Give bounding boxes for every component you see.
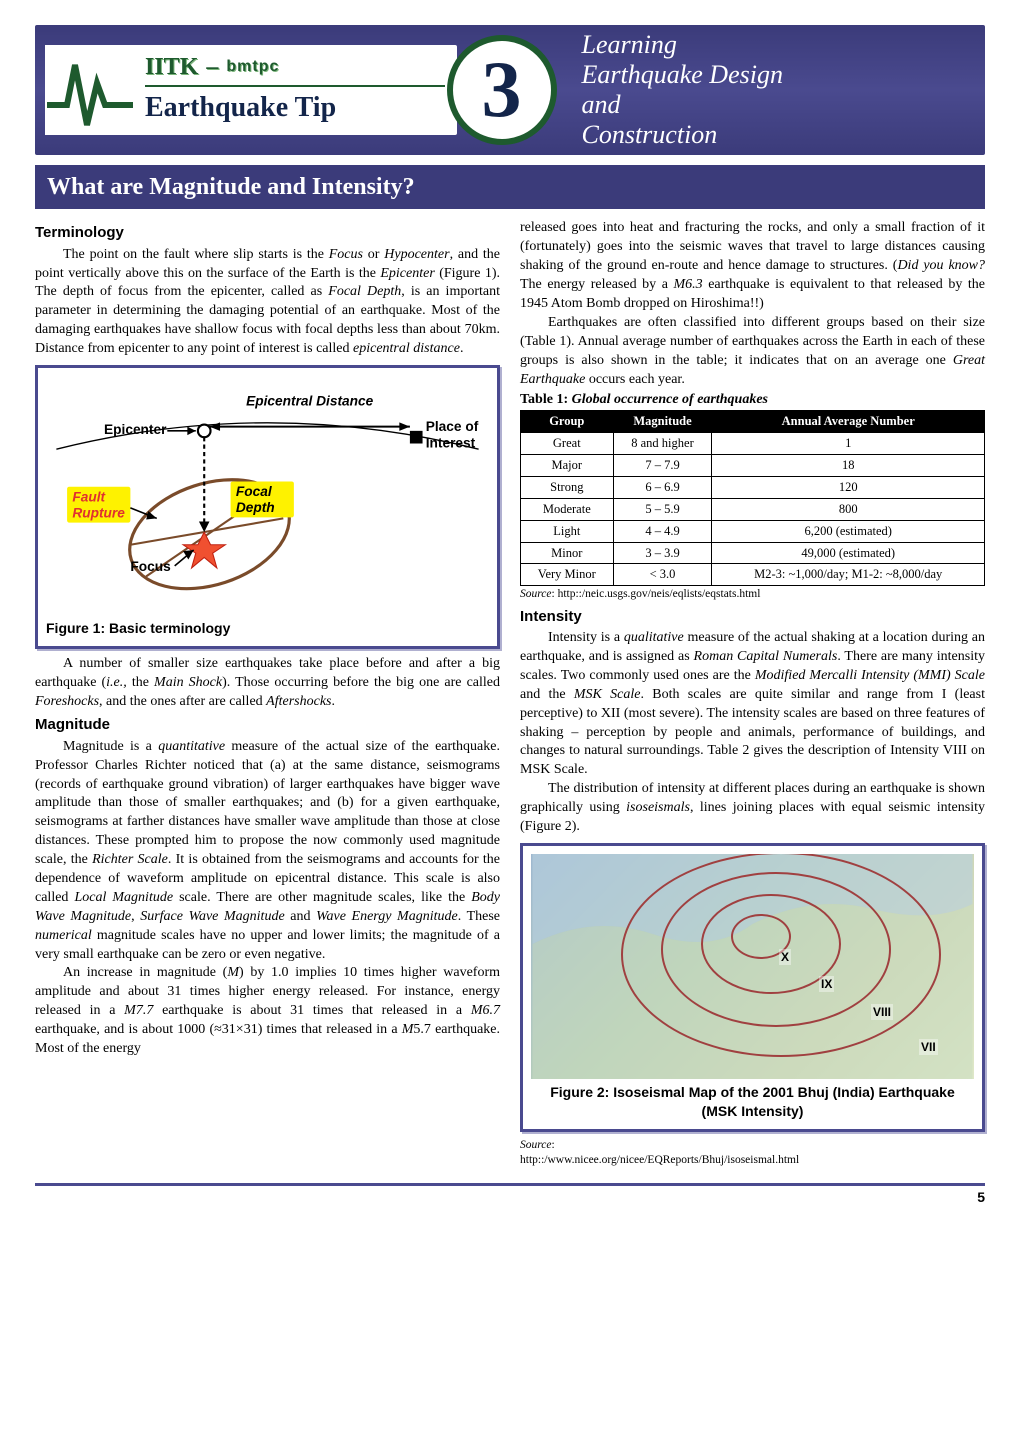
logo-title-block: IITK – bmtpc Earthquake Tip: [133, 45, 457, 135]
magnitude-p1: Magnitude is a quantitative measure of t…: [35, 738, 500, 965]
th-group: Group: [521, 411, 614, 433]
figure-1-caption: Figure 1: Basic terminology: [46, 619, 489, 638]
table-row: Major7 – 7.918: [521, 455, 985, 477]
table-cell: 8 and higher: [613, 433, 712, 455]
iso-label-x: X: [779, 949, 791, 965]
table-row: Moderate5 – 5.9800: [521, 498, 985, 520]
table-row: Minor3 – 3.949,000 (estimated): [521, 542, 985, 564]
table-cell: Light: [521, 520, 614, 542]
table-cell: M2-3: ~1,000/day; M1-2: ~8,000/day: [712, 564, 985, 586]
heading-terminology: Terminology: [35, 223, 500, 243]
header-line-2: Earthquake Design: [582, 60, 976, 90]
table-1-body: Great8 and higher1Major7 – 7.918Strong6 …: [521, 433, 985, 586]
left-column: Terminology The point on the fault where…: [35, 219, 500, 1168]
iso-label-vii: VII: [919, 1039, 938, 1055]
header-line-4: Construction: [582, 120, 976, 150]
label-focus: Focus: [130, 559, 171, 574]
label-interest: Interest: [426, 436, 476, 451]
table-cell: 5 – 5.9: [613, 498, 712, 520]
iitk-text: IITK: [145, 51, 198, 83]
table-1-source: Source: http::/neic.usgs.gov/neis/eqlist…: [520, 587, 985, 603]
header-banner: IITK – bmtpc Earthquake Tip 3 Learning E…: [35, 25, 985, 155]
header-right-title: Learning Earthquake Design and Construct…: [557, 30, 976, 150]
header-line-3: and: [582, 90, 976, 120]
seismic-wave-icon: [45, 45, 135, 135]
table-cell: 4 – 4.9: [613, 520, 712, 542]
table-cell: 1: [712, 433, 985, 455]
figure-2-source: Source: http::/www.nicee.org/nicee/EQRep…: [520, 1138, 985, 1169]
table-cell: 6,200 (estimated): [712, 520, 985, 542]
right-column: released goes into heat and fracturing t…: [520, 219, 985, 1168]
table-cell: Strong: [521, 476, 614, 498]
terminology-p2: A number of smaller size earthquakes tak…: [35, 655, 500, 712]
table-row: Great8 and higher1: [521, 433, 985, 455]
right-p1: released goes into heat and fracturing t…: [520, 219, 985, 313]
intensity-p2: The distribution of intensity at differe…: [520, 780, 985, 837]
iso-label-ix: IX: [819, 976, 834, 992]
table-cell: 7 – 7.9: [613, 455, 712, 477]
figure-2: X IX VIII VII Figure 2: Isoseismal Map o…: [520, 843, 985, 1132]
right-p2: Earthquakes are often classified into di…: [520, 314, 985, 390]
table-cell: Moderate: [521, 498, 614, 520]
tip-number-circle: 3: [447, 35, 557, 145]
header-line-1: Learning: [582, 30, 976, 60]
earthquake-tip-text: Earthquake Tip: [145, 89, 445, 127]
sep: –: [206, 51, 218, 83]
label-epicentral-distance: Epicentral Distance: [246, 394, 374, 409]
label-fault: Fault: [72, 490, 106, 505]
table-cell: 120: [712, 476, 985, 498]
table-1-source-url: http::/neic.usgs.gov/neis/eqlists/eqstat…: [558, 588, 761, 600]
figure-2-caption: Figure 2: Isoseismal Map of the 2001 Bhu…: [531, 1083, 974, 1121]
label-rupture: Rupture: [72, 505, 125, 520]
header-logo-area: IITK – bmtpc Earthquake Tip 3: [45, 35, 557, 145]
figure-2-source-label: Source: [520, 1139, 552, 1151]
table-cell: < 3.0: [613, 564, 712, 586]
table-1-header-row: Group Magnitude Annual Average Number: [521, 411, 985, 433]
iso-label-viii: VIII: [871, 1004, 893, 1020]
table-cell: Major: [521, 455, 614, 477]
table-row: Very Minor< 3.0M2-3: ~1,000/day; M1-2: ~…: [521, 564, 985, 586]
columns: Terminology The point on the fault where…: [35, 219, 985, 1168]
figure-2-source-url: http::/www.nicee.org/nicee/EQReports/Bhu…: [520, 1154, 799, 1166]
label-depth: Depth: [236, 500, 275, 515]
title-bar: What are Magnitude and Intensity?: [35, 165, 985, 209]
figure-2-map: X IX VIII VII: [531, 854, 974, 1079]
table-cell: 3 – 3.9: [613, 542, 712, 564]
label-focal: Focal: [236, 484, 273, 499]
th-annual: Annual Average Number: [712, 411, 985, 433]
footer: 5: [35, 1183, 985, 1207]
table-1-title-b: Global occurrence of earthquakes: [572, 392, 768, 407]
terminology-p1: The point on the fault where slip starts…: [35, 246, 500, 359]
label-epicenter: Epicenter: [104, 422, 167, 437]
bmtpc-text: bmtpc: [226, 56, 279, 78]
heading-magnitude: Magnitude: [35, 715, 500, 735]
table-1-source-label: Source: [520, 588, 552, 600]
iitk-line: IITK – bmtpc: [145, 51, 445, 87]
magnitude-p2: An increase in magnitude (M) by 1.0 impl…: [35, 964, 500, 1058]
table-1-title-a: Table 1:: [520, 392, 568, 407]
label-place-of: Place of: [426, 419, 479, 434]
page-number: 5: [977, 1188, 985, 1207]
table-1: Group Magnitude Annual Average Number Gr…: [520, 410, 985, 586]
intensity-p1: Intensity is a qualitative measure of th…: [520, 629, 985, 780]
table-cell: Minor: [521, 542, 614, 564]
table-row: Light4 – 4.96,200 (estimated): [521, 520, 985, 542]
table-cell: 6 – 6.9: [613, 476, 712, 498]
table-1-title: Table 1: Global occurrence of earthquake…: [520, 391, 985, 410]
tip-number: 3: [482, 36, 522, 144]
table-cell: Very Minor: [521, 564, 614, 586]
table-cell: 49,000 (estimated): [712, 542, 985, 564]
th-magnitude: Magnitude: [613, 411, 712, 433]
table-cell: 18: [712, 455, 985, 477]
table-cell: Great: [521, 433, 614, 455]
heading-intensity: Intensity: [520, 607, 985, 627]
figure-1: Epicentral Distance Epicenter Place of I…: [35, 365, 500, 649]
table-row: Strong6 – 6.9120: [521, 476, 985, 498]
table-cell: 800: [712, 498, 985, 520]
figure-1-svg: Epicentral Distance Epicenter Place of I…: [46, 376, 489, 608]
